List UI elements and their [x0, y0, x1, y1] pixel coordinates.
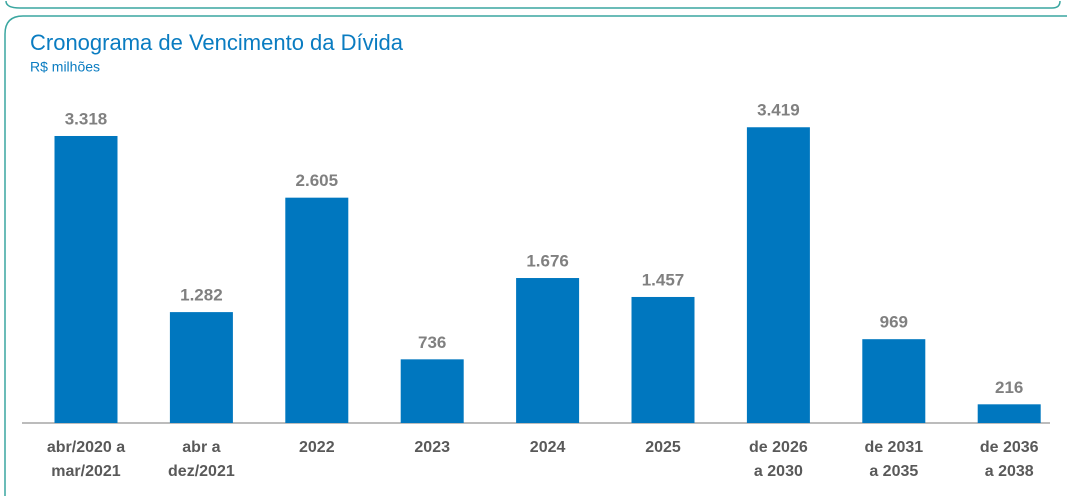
bar	[54, 135, 118, 424]
bar	[977, 404, 1041, 423]
value-label: 216	[995, 378, 1023, 397]
x-tick-label: abr/2020 a	[47, 439, 125, 456]
value-label: 736	[418, 333, 446, 352]
value-label: 1.676	[526, 252, 569, 271]
x-tick-label: mar/2021	[51, 463, 120, 480]
bar	[862, 339, 926, 423]
x-tick-label: a 2038	[985, 463, 1034, 480]
bar	[746, 127, 810, 423]
chart-title: Cronograma de Vencimento da Dívida	[30, 30, 404, 55]
panel-border	[4, 15, 1067, 496]
x-tick-label: 2025	[645, 439, 681, 456]
bar	[169, 312, 233, 423]
panel-border-top	[5, 0, 1061, 9]
value-label: 969	[880, 313, 908, 332]
x-tick-label: 2022	[299, 439, 335, 456]
x-tick-label: 2024	[530, 439, 566, 456]
x-tick-label: de 2026	[749, 439, 808, 456]
x-tick-label: dez/2021	[168, 463, 235, 480]
bar	[285, 197, 349, 423]
x-tick-label: de 2031	[864, 439, 923, 456]
chart-subtitle: R$ milhões	[30, 59, 100, 75]
value-label: 3.318	[65, 109, 108, 128]
x-tick-label: 2023	[414, 439, 450, 456]
value-label: 3.419	[757, 101, 800, 120]
x-tick-label: de 2036	[980, 439, 1039, 456]
x-tick-label: a 2035	[869, 463, 918, 480]
value-label: 2.605	[296, 171, 339, 190]
x-tick-label: abr a	[182, 439, 220, 456]
value-label: 1.457	[642, 270, 685, 289]
value-label: 1.282	[180, 286, 223, 305]
bar	[516, 278, 580, 423]
bar	[631, 296, 695, 423]
bar	[400, 359, 464, 423]
x-tick-label: a 2030	[754, 463, 803, 480]
